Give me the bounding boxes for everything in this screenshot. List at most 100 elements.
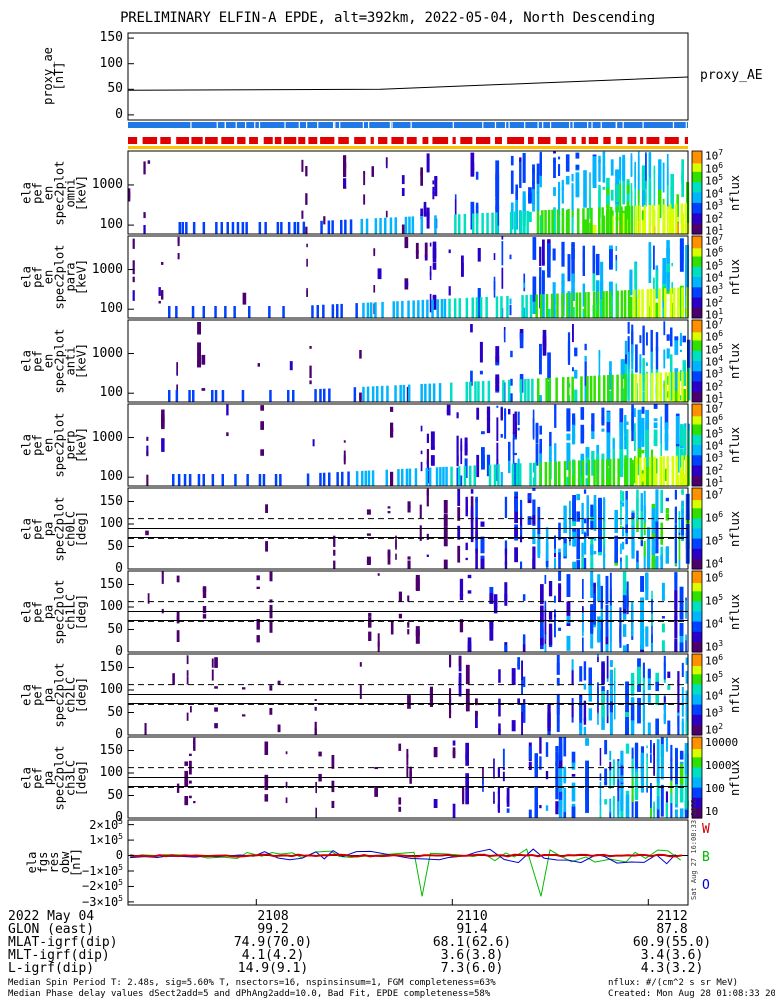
spectrogram-cell	[622, 491, 625, 502]
spectrogram-cell	[655, 346, 659, 370]
spectrogram-frame	[127, 235, 689, 319]
spectrogram-cell	[214, 657, 218, 668]
spectrogram-cell	[532, 463, 535, 473]
spectrogram-cell	[424, 254, 428, 261]
spectrogram-cell	[390, 406, 394, 412]
spectrogram-cell	[681, 687, 684, 717]
spectrogram-cell	[315, 807, 317, 818]
colorbar-cell	[692, 668, 702, 671]
spectrogram-cell	[561, 273, 565, 283]
spectrogram-low-band	[320, 220, 323, 234]
spectrogram-cell	[493, 281, 496, 298]
colorbar-cell	[692, 747, 702, 750]
colorbar-cell	[692, 757, 702, 760]
spectrogram-low-band	[408, 216, 411, 234]
spectrogram-cell	[477, 290, 481, 309]
spectrogram-low-band	[681, 371, 684, 402]
spectrogram-cell	[377, 573, 380, 576]
energy-ytick: 1000	[91, 176, 123, 192]
spectrogram-cell	[314, 699, 317, 701]
spectrogram-low-band	[664, 372, 668, 402]
spectrogram-cell	[385, 165, 388, 169]
spectrogram-cell	[585, 760, 589, 783]
spectrogram-cell	[640, 493, 643, 511]
spectrogram-cell	[671, 262, 673, 267]
spectrogram-cell	[612, 760, 615, 785]
spectrogram-cell	[598, 349, 601, 359]
spectrogram-cell	[432, 262, 437, 270]
red-bar-seg	[142, 137, 158, 144]
spectrogram-cell	[591, 450, 595, 460]
spectrogram-cell	[675, 772, 678, 804]
colorbar-cell	[692, 182, 702, 185]
colorbar-label: nflux	[728, 759, 742, 796]
colorbar-tick: 106	[705, 510, 724, 525]
spectrogram-low-band	[221, 474, 224, 486]
spectrogram-cell	[588, 708, 592, 721]
spectrogram-cell	[634, 276, 638, 288]
colorbar-cell	[692, 595, 702, 598]
spectrogram-cell	[663, 321, 666, 336]
spectrogram-cell	[522, 191, 526, 219]
spectrogram-cell	[582, 262, 585, 273]
spectrogram-cell	[558, 156, 561, 160]
spectrogram-cell	[452, 747, 456, 756]
spectrogram-low-band	[620, 290, 624, 318]
colorbar-cell	[692, 779, 702, 783]
spectrogram-cell	[269, 708, 273, 715]
spectrogram-cell	[645, 152, 647, 181]
spectrogram-cell	[497, 767, 500, 778]
spectrogram-cell	[571, 242, 575, 247]
spectrogram-cell	[572, 528, 576, 532]
energy-ytick: 100	[99, 469, 123, 485]
spectrogram-cell	[641, 417, 645, 447]
colorbar-cell	[692, 658, 702, 661]
spectrogram-cell	[256, 635, 260, 643]
spectrogram-cell	[645, 467, 649, 486]
spectrogram-low-band	[362, 302, 365, 318]
red-bar-seg	[581, 137, 586, 144]
spectrogram-low-band	[471, 297, 474, 318]
spectrogram-cell	[674, 638, 678, 652]
spectrogram-cell	[620, 800, 624, 811]
spectrogram-cell	[655, 332, 659, 351]
spectrogram-cell	[631, 794, 634, 818]
spectrogram-low-band	[511, 463, 515, 486]
spectrogram-cell	[532, 168, 535, 185]
spectrogram-cell	[589, 186, 591, 202]
colorbar-cell	[692, 512, 702, 515]
spectrogram-low-band	[544, 210, 547, 234]
spectrogram-cell	[343, 178, 347, 189]
colorbar-cell	[692, 171, 702, 175]
spectrogram-cell	[666, 272, 670, 292]
energy-ytick: 1000	[91, 261, 123, 277]
blue-bar-gap	[362, 122, 364, 128]
spectrogram-cell	[498, 698, 501, 717]
proxy-ae-frame	[127, 32, 689, 121]
spectrogram-cell	[569, 538, 571, 542]
spectrogram-cell	[645, 409, 649, 430]
spectrogram-cell	[599, 748, 602, 766]
spectrogram-low-band	[529, 294, 533, 318]
red-bar-seg	[263, 137, 273, 144]
colorbar-cell	[692, 289, 702, 292]
spectrogram-low-band	[197, 474, 201, 486]
spectrogram-low-band	[580, 376, 583, 402]
spectrogram-cell	[626, 596, 629, 615]
spectrogram-cell	[565, 175, 570, 185]
colorbar-cell	[692, 803, 702, 807]
spectrogram-cell	[539, 347, 542, 375]
spectrogram-low-band	[311, 305, 314, 318]
spectrogram-cell	[495, 160, 500, 180]
spectrogram-cell	[144, 723, 147, 735]
spectrogram-cell	[520, 501, 523, 518]
colorbar-cell	[692, 163, 702, 167]
spectrogram-cell	[597, 616, 601, 643]
spectrogram-cell	[452, 740, 456, 746]
spectrogram-cell	[390, 428, 394, 432]
blue-bar-gap	[254, 122, 256, 128]
colorbar-cell	[692, 344, 702, 348]
spectrogram-low-band	[556, 293, 559, 318]
colorbar-cell	[692, 387, 702, 391]
